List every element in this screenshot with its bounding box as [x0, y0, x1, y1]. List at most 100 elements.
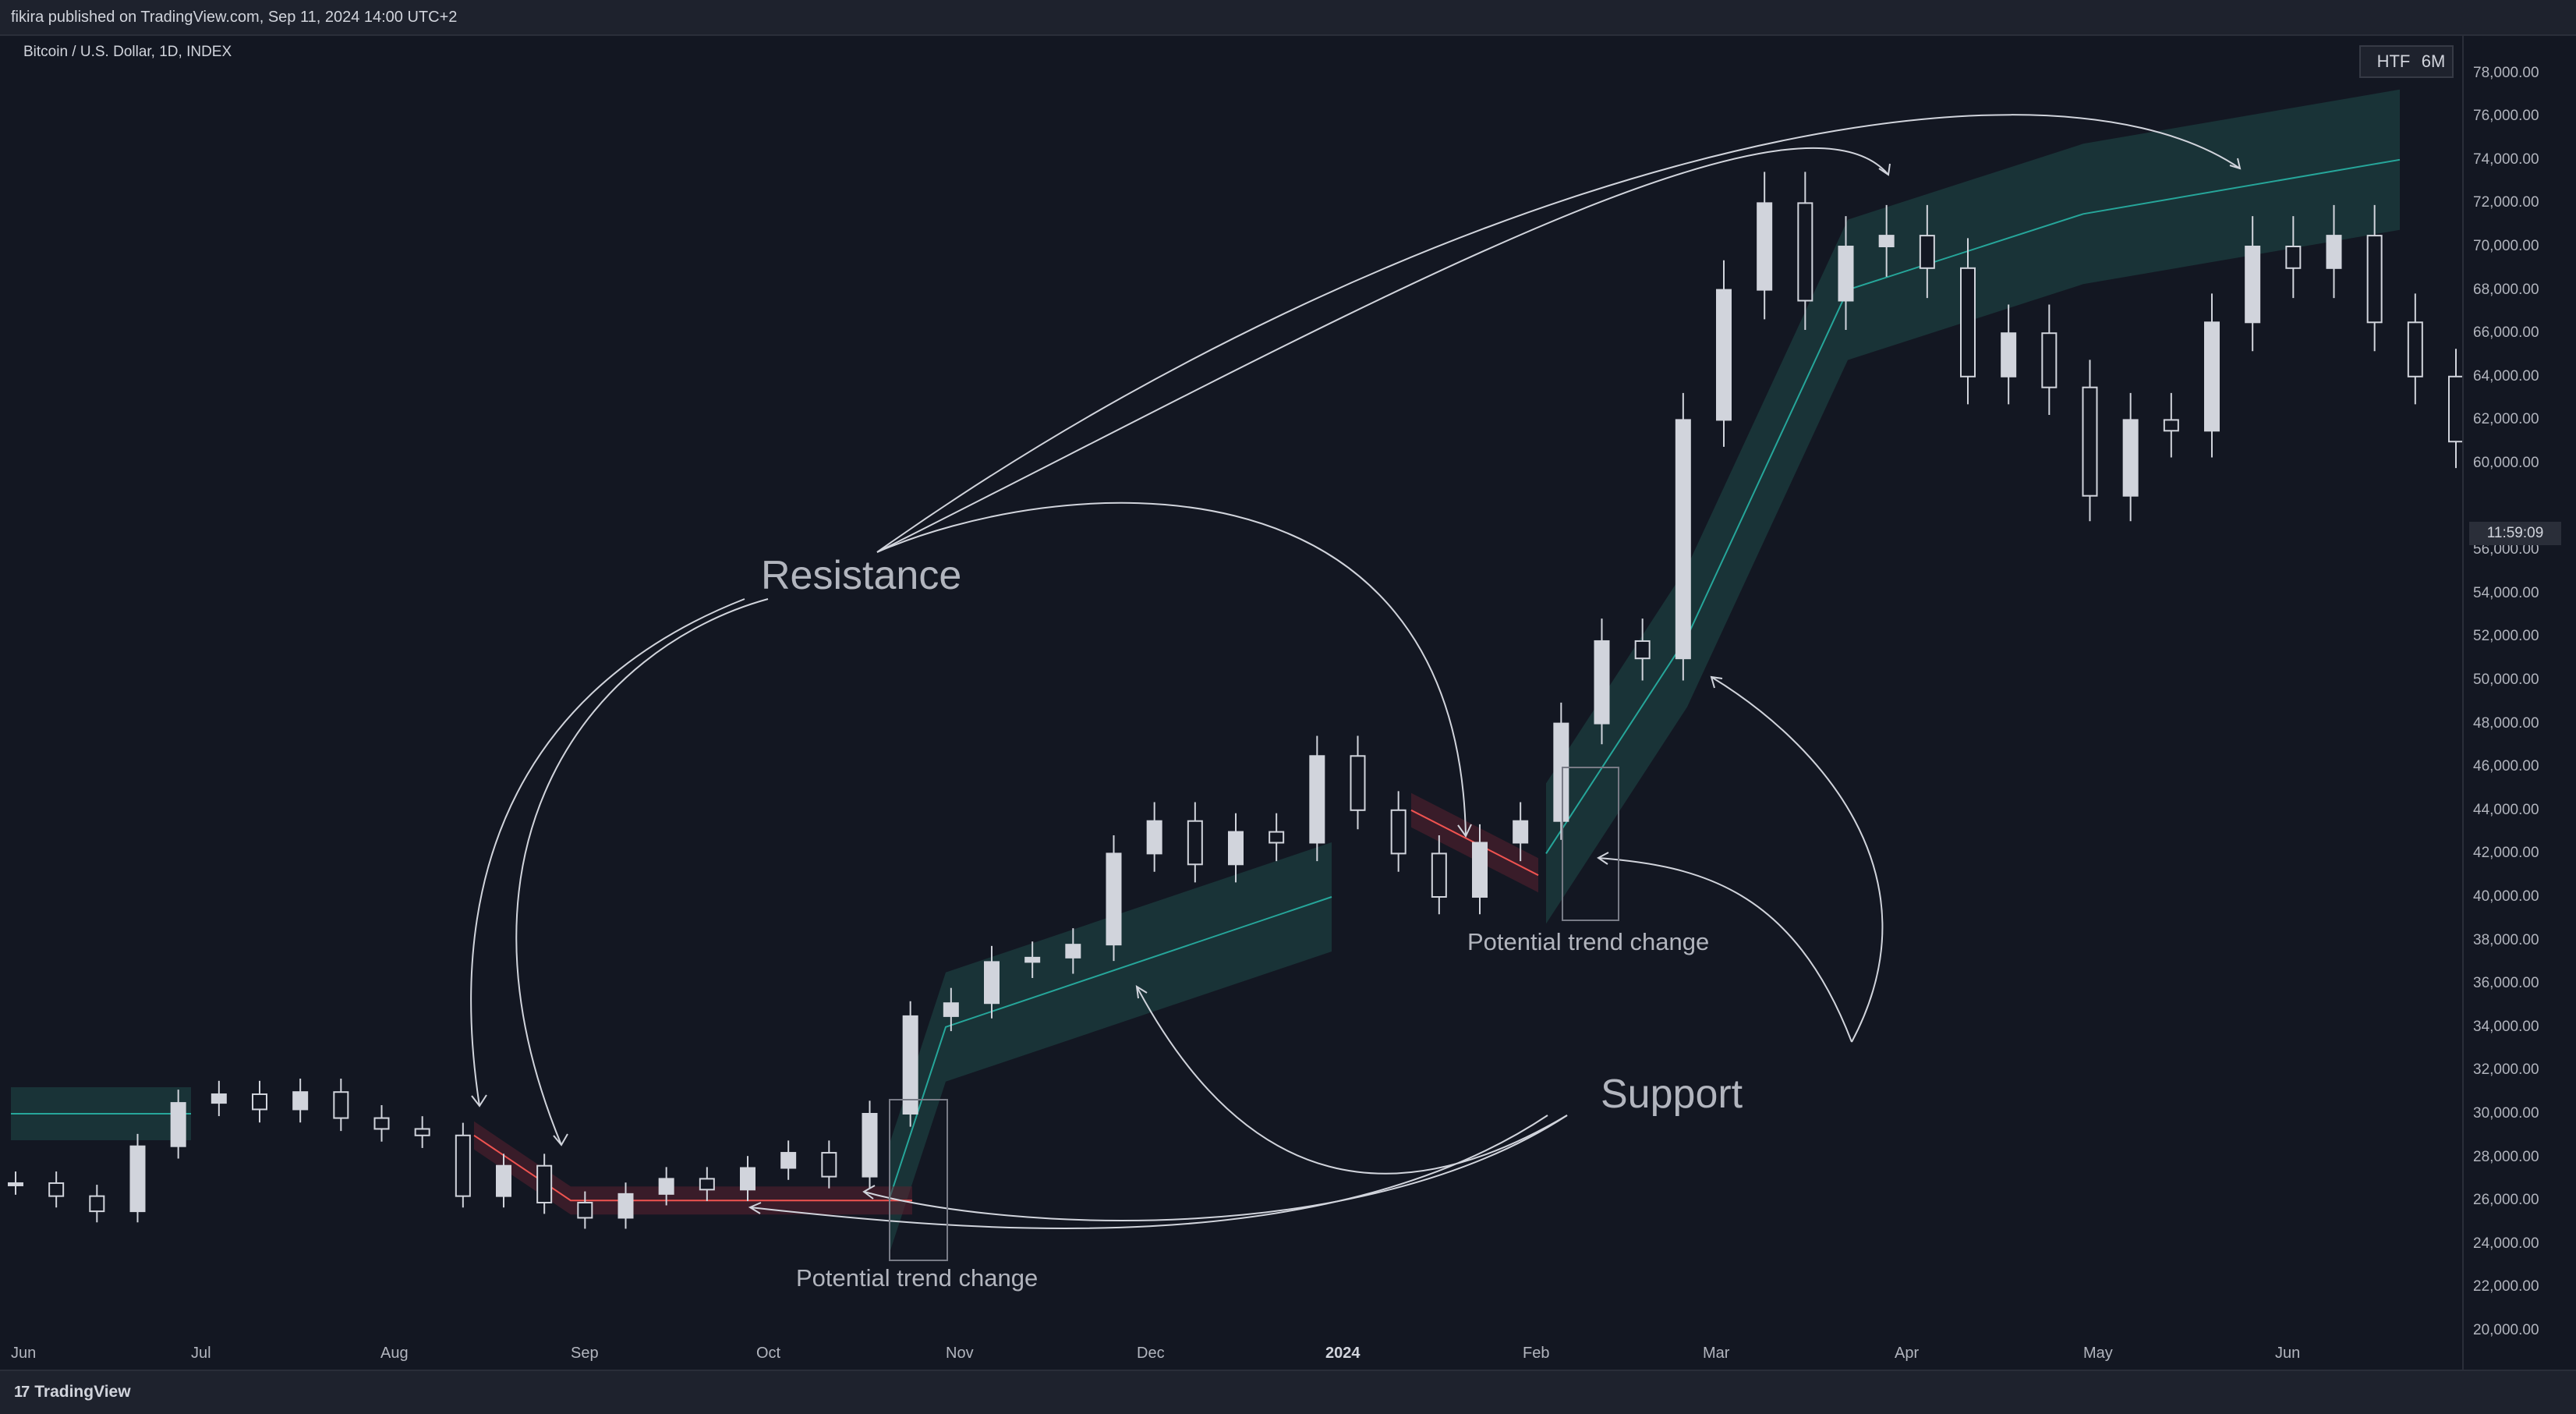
price-tick-label: 48,000.00	[2473, 714, 2539, 732]
arrowhead	[1710, 675, 1723, 689]
candle-body	[1757, 202, 1773, 291]
price-tick-label: 50,000.00	[2473, 672, 2539, 688]
candle-body	[170, 1102, 186, 1147]
time-tick-label: May	[2083, 1345, 2113, 1362]
6m-button[interactable]: 6M	[2415, 45, 2454, 78]
bear-segment-1-band	[474, 1121, 912, 1215]
candle-body	[1919, 235, 1935, 269]
candle-body	[252, 1093, 267, 1111]
candle-body	[1065, 944, 1081, 959]
candle-body	[2245, 246, 2261, 324]
bull-segment-2-line	[888, 896, 1332, 1201]
candle-body	[2285, 246, 2302, 269]
support-arrow-5	[1598, 857, 1852, 1043]
candle-body	[414, 1128, 430, 1136]
price-tick-label: 22,000.00	[2473, 1278, 2539, 1295]
candle-body	[1878, 235, 1895, 248]
price-tick-label: 36,000.00	[2473, 975, 2539, 992]
support-arrow-2	[863, 1115, 1568, 1221]
price-tick-label: 44,000.00	[2473, 801, 2539, 818]
candle-body	[658, 1178, 674, 1195]
candle-body	[1594, 640, 1610, 725]
resistance-arrow-2	[515, 598, 769, 1146]
candle-body	[211, 1093, 227, 1104]
arrowhead	[1878, 163, 1891, 176]
arrowhead	[1457, 824, 1472, 838]
time-tick-label: Dec	[1137, 1345, 1165, 1362]
time-tick-label: Jul	[191, 1345, 211, 1362]
arrowhead	[553, 1133, 568, 1146]
candle-body	[496, 1164, 511, 1197]
price-tick-label: 24,000.00	[2473, 1235, 2539, 1252]
candle-body	[455, 1134, 471, 1197]
candle-body	[2041, 332, 2058, 388]
trend-change-label-1: Potential trend change	[796, 1264, 1039, 1292]
candle-body	[862, 1113, 878, 1178]
candle-body	[2407, 321, 2423, 377]
price-tick-label: 76,000.00	[2473, 108, 2539, 125]
candle-body	[89, 1195, 105, 1213]
price-tick-label: 52,000.00	[2473, 628, 2539, 645]
price-tick-label: 66,000.00	[2473, 324, 2539, 342]
tradingview-logo-icon: 17	[14, 1384, 30, 1401]
arrowhead	[1597, 852, 1609, 865]
candle-body	[2326, 235, 2342, 269]
candle-body	[1350, 755, 1366, 811]
arrowhead	[1135, 985, 1148, 999]
candle-body	[1960, 267, 1976, 377]
price-tick-label: 40,000.00	[2473, 888, 2539, 905]
price-axis[interactable]: 78,000.00 76,000.00 74,000.00 72,000.00 70,0…	[2462, 36, 2576, 1370]
bar-countdown: 11:59:09	[2469, 522, 2561, 545]
candle-body	[1797, 202, 1813, 302]
trend-change-box-1	[889, 1099, 948, 1261]
bull-segment-3-band	[1546, 89, 2400, 924]
candle-body	[129, 1145, 146, 1213]
symbol-title[interactable]: Bitcoin / U.S. Dollar, 1D, INDEX	[23, 44, 232, 60]
time-tick-label: Aug	[380, 1345, 409, 1362]
time-tick-label: Sep	[571, 1345, 599, 1362]
candle-body	[1390, 809, 1407, 855]
candle-body	[333, 1091, 349, 1119]
candle-body	[1106, 852, 1122, 946]
arrowhead	[862, 1185, 876, 1200]
time-tick-label: Nov	[946, 1345, 974, 1362]
price-tick-label: 20,000.00	[2473, 1322, 2539, 1338]
candle-body	[292, 1091, 309, 1111]
candle-body	[1146, 820, 1162, 855]
candle-body	[1309, 755, 1325, 844]
candle-body	[984, 961, 1000, 1005]
price-tick-label: 72,000.00	[2473, 194, 2539, 211]
arrowhead	[2229, 158, 2242, 170]
resistance-arrow-3	[876, 501, 1467, 837]
candle-body	[373, 1117, 390, 1130]
published-info: fikira published on TradingView.com, Sep…	[11, 9, 458, 26]
support-arrow-4	[1711, 676, 1884, 1043]
time-tick-label: Jun	[2275, 1345, 2301, 1362]
price-tick-label: 64,000.00	[2473, 367, 2539, 385]
candle-body	[821, 1152, 837, 1178]
resistance-label: Resistance	[761, 553, 962, 598]
price-tick-label: 78,000.00	[2473, 64, 2539, 81]
candle-body	[902, 1015, 918, 1115]
tradingview-brand: TradingView	[34, 1383, 131, 1401]
candle-body	[2163, 419, 2179, 432]
candle-body	[2448, 375, 2464, 443]
candle-body	[1553, 722, 1569, 822]
time-tick-label: 2024	[1325, 1345, 1361, 1362]
candle-body	[1431, 852, 1447, 898]
price-tick-label: 68,000.00	[2473, 281, 2539, 298]
price-tick-label: 34,000.00	[2473, 1018, 2539, 1035]
bottom-bar: 17 TradingView	[0, 1370, 2576, 1414]
candle-body	[617, 1193, 634, 1219]
time-tick-label: Feb	[1523, 1345, 1550, 1362]
price-tick-label: 56,000.00	[2473, 541, 2539, 558]
candle-body	[2122, 419, 2139, 497]
tradingview-logo[interactable]: 17 TradingView	[14, 1383, 131, 1402]
price-tick-label: 74,000.00	[2473, 151, 2539, 168]
candle-body	[2366, 235, 2383, 324]
time-tick-label: Mar	[1703, 1345, 1730, 1362]
trend-change-label-2: Potential trend change	[1467, 928, 1710, 955]
candle-body	[1472, 842, 1488, 898]
candle-body	[536, 1164, 553, 1203]
